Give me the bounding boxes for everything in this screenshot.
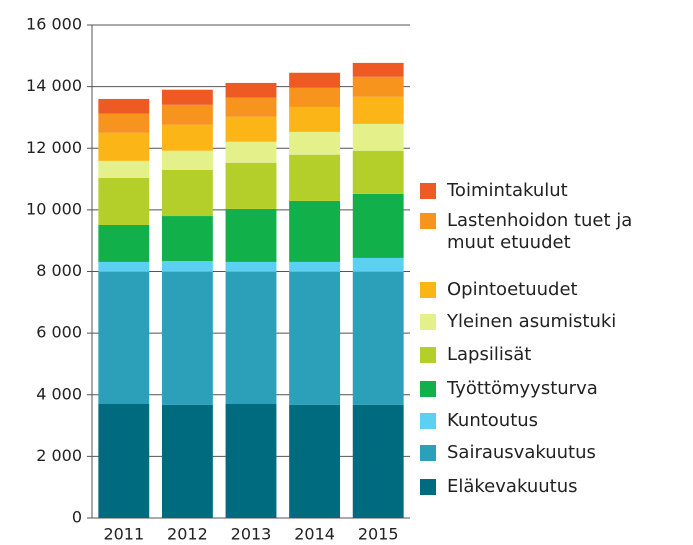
bar-segment (352, 62, 404, 77)
y-tick-label: 16 000 (26, 15, 82, 34)
x-tick-label: 2011 (103, 525, 144, 544)
bar-segment (289, 200, 341, 262)
bar-segment (225, 403, 277, 518)
bar-segment (352, 123, 404, 151)
bar-segment (161, 169, 213, 217)
legend-item: Yleinen asumistuki (420, 311, 690, 333)
bar-segment (225, 208, 277, 262)
bar-segment (352, 76, 404, 97)
legend-label: Lapsilisät (447, 344, 532, 365)
bar-segment (225, 162, 277, 209)
bar-segment (352, 271, 404, 405)
bar-segment (98, 261, 150, 272)
legend-swatch (420, 479, 436, 495)
bar-segment (98, 177, 150, 225)
legend-swatch (420, 413, 436, 429)
x-tick-label: 2015 (358, 525, 399, 544)
legend-swatch (420, 347, 436, 363)
bar-segment (289, 271, 341, 405)
legend-item: Lastenhoidon tuet ja muut etuudet (420, 210, 690, 254)
bar-segment (98, 271, 150, 404)
legend-swatch (420, 314, 436, 330)
bar-segment (98, 403, 150, 518)
y-tick-label: 0 (72, 508, 82, 527)
legend-swatch (420, 213, 436, 229)
bar-segment (352, 96, 404, 124)
bar-segment (98, 98, 150, 114)
legend-label: Kuntoutus (447, 410, 539, 431)
bar-segment (98, 132, 150, 161)
y-tick-label: 14 000 (26, 76, 82, 95)
bar-segment (161, 104, 213, 125)
y-tick-label: 8 000 (36, 261, 82, 280)
bar-segment (289, 154, 341, 201)
bar-segment (289, 87, 341, 107)
y-tick-label: 2 000 (36, 446, 82, 465)
legend-swatch (420, 282, 436, 298)
legend-item: Kuntoutus (420, 410, 690, 432)
bar-segment (352, 404, 404, 518)
bar-segment (225, 116, 277, 142)
legend-label: Yleinen asumistuki (447, 311, 617, 332)
bar-segment (225, 82, 277, 98)
bar-segment (161, 404, 213, 518)
bar-segment (352, 193, 404, 258)
legend-label: Toimintakulut (447, 180, 568, 201)
legend-label: Sairausvakuutus (447, 442, 596, 463)
legend-item: Toimintakulut (420, 180, 690, 202)
bar-segment (161, 216, 213, 262)
bar-segment (161, 124, 213, 151)
bar-segment (98, 224, 150, 262)
legend-swatch (420, 183, 436, 199)
y-tick-label: 10 000 (26, 199, 82, 218)
legend-label: Eläkevakuutus (447, 476, 578, 497)
legend-label: Lastenhoidon tuet ja muut etuudet (447, 210, 633, 253)
bar-segment (161, 261, 213, 272)
bar-segment (161, 89, 213, 105)
bar-segment (161, 150, 213, 170)
bar-segment (289, 72, 341, 88)
legend-label: Työttömyysturva (447, 378, 598, 399)
legend-item: Lapsilisät (420, 344, 690, 366)
bar-segment (352, 257, 404, 272)
legend-item: Sairausvakuutus (420, 442, 690, 464)
bar-segment (289, 131, 341, 155)
y-tick-label: 6 000 (36, 323, 82, 342)
bar-segment (225, 271, 277, 404)
legend-item: Opintoetuudet (420, 279, 690, 301)
x-tick-label: 2013 (231, 525, 272, 544)
legend-swatch (420, 381, 436, 397)
x-tick-label: 2014 (294, 525, 335, 544)
bar-segment (225, 97, 277, 117)
bar-segment (225, 261, 277, 272)
bar-segment (98, 160, 150, 178)
y-tick-label: 4 000 (36, 384, 82, 403)
legend-item: Työttömyysturva (420, 378, 690, 400)
bar-segment (289, 261, 341, 272)
bar-segment (225, 141, 277, 163)
legend-label: Opintoetuudet (447, 279, 578, 300)
bar-segment (289, 106, 341, 132)
bar-segment (352, 150, 404, 194)
bar-segment (289, 404, 341, 518)
y-tick-label: 12 000 (26, 138, 82, 157)
x-tick-label: 2012 (167, 525, 208, 544)
legend-swatch (420, 445, 436, 461)
legend-item: Eläkevakuutus (420, 476, 690, 498)
bar-segment (98, 113, 150, 133)
bar-segment (161, 271, 213, 405)
